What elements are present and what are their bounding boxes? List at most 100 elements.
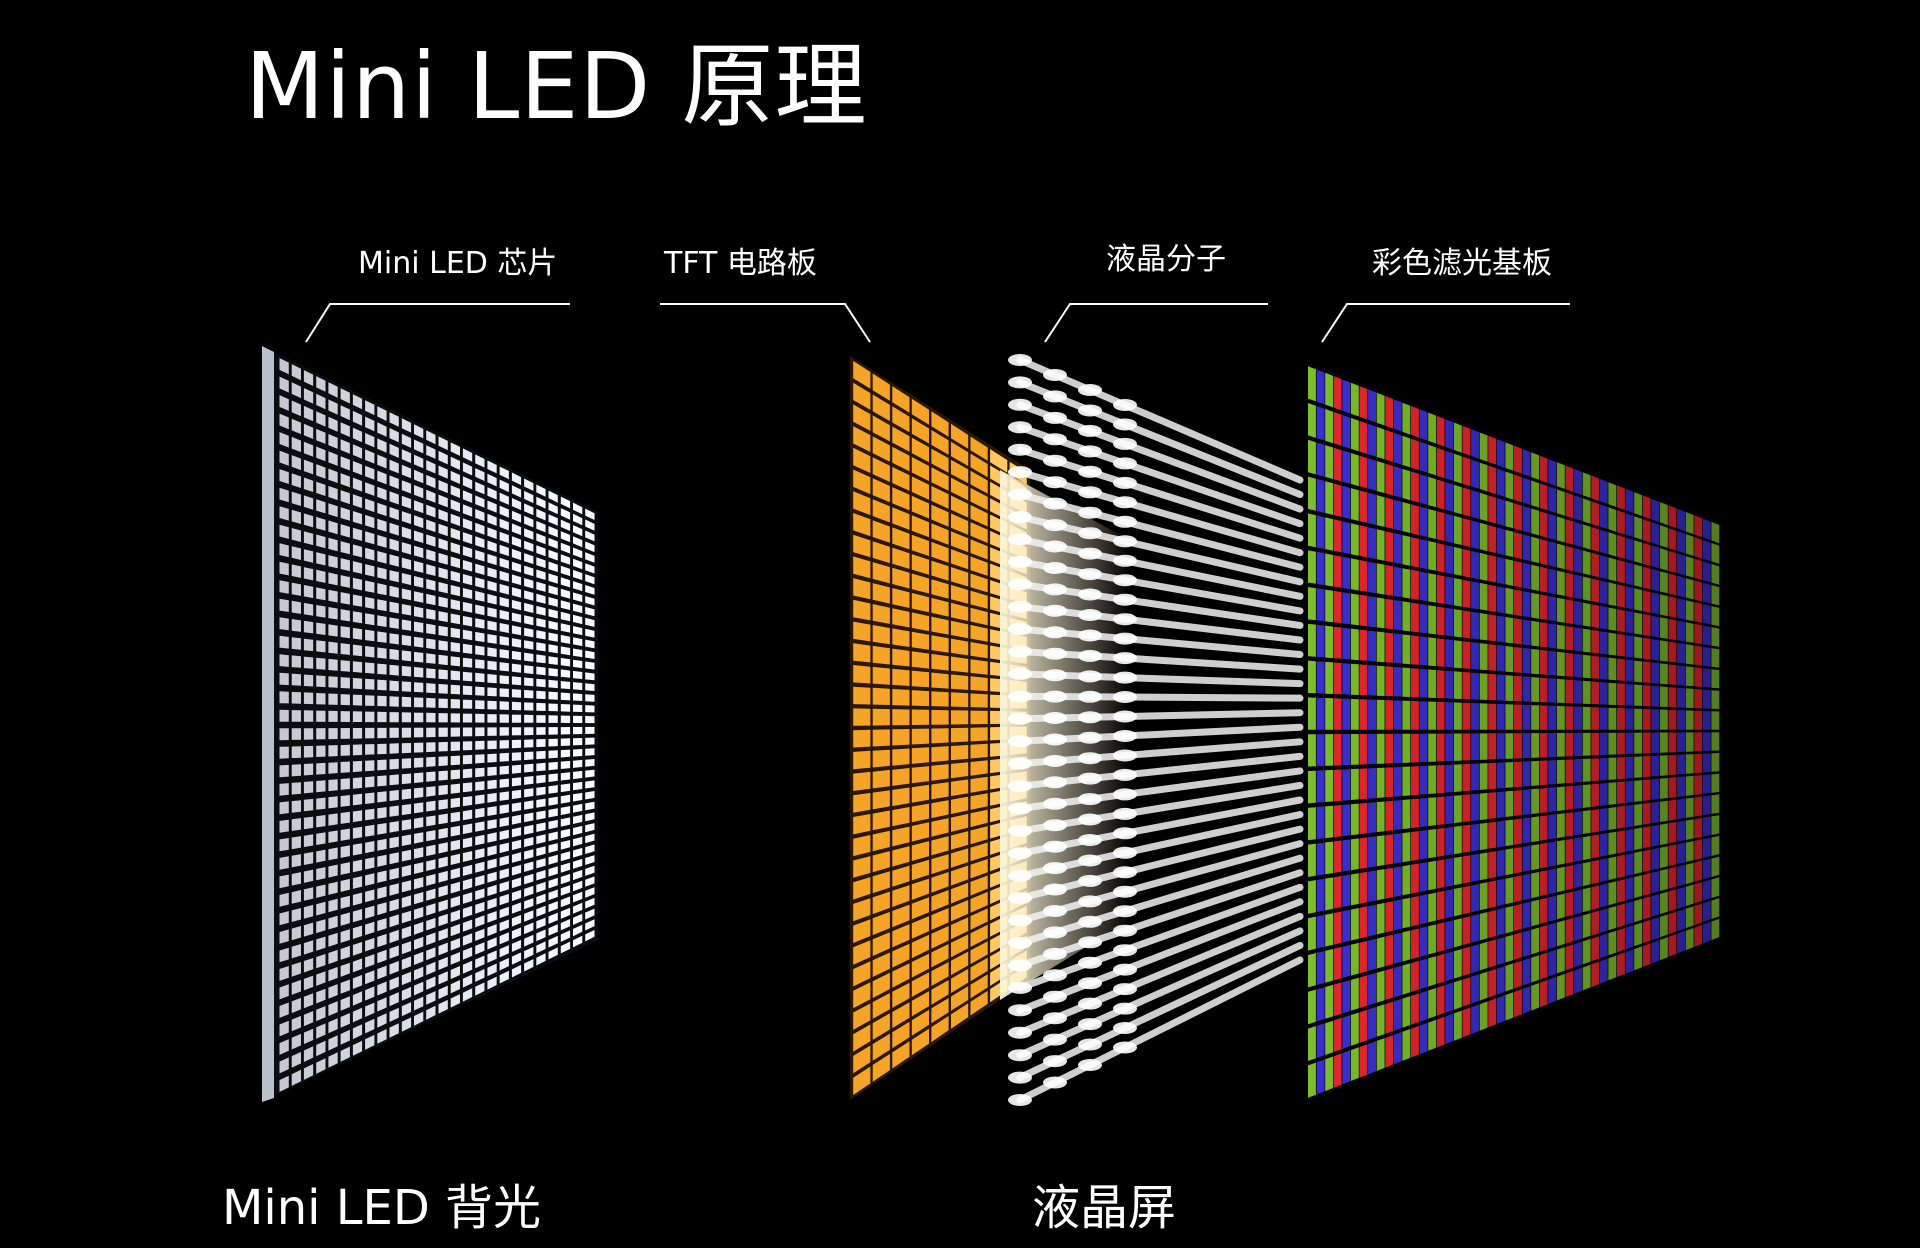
color-filter-cell: [1385, 867, 1394, 899]
color-filter-cell: [1694, 882, 1703, 904]
color-filter-cell: [1350, 453, 1359, 487]
color-filter-cell: [1531, 564, 1540, 591]
liquid-crystal-molecule: [1113, 399, 1137, 411]
tft-cell: [853, 556, 871, 579]
liquid-crystal-molecule: [1113, 632, 1137, 645]
color-filter-cell: [1617, 757, 1625, 780]
color-filter-cell: [1565, 652, 1574, 677]
liquid-crystal-molecule: [1043, 862, 1067, 875]
mini-led-chip: [426, 504, 436, 518]
liquid-crystal-molecule: [1113, 671, 1137, 684]
tft-cell: [951, 813, 969, 832]
mini-led-chip: [536, 545, 546, 557]
mini-led-chip: [499, 868, 509, 880]
color-filter-cell: [1617, 510, 1625, 535]
color-filter-cell: [1428, 637, 1437, 667]
mini-led-chip: [303, 869, 314, 883]
mini-led-chip: [450, 994, 460, 1008]
mini-led-chip: [340, 828, 350, 841]
color-filter-cell: [1591, 681, 1600, 705]
color-filter-cell: [1496, 703, 1505, 730]
color-filter-cell: [1419, 506, 1428, 537]
liquid-crystal-molecule: [1008, 398, 1032, 411]
tft-cell: [931, 541, 949, 563]
color-filter-cell: [1539, 677, 1548, 703]
mini-led-chip: [365, 678, 375, 690]
mini-led-chip: [303, 975, 314, 991]
color-filter-cell: [1376, 665, 1385, 696]
mini-led-chip: [524, 776, 534, 785]
color-filter-cell: [1556, 759, 1565, 784]
tft-cell: [872, 708, 890, 726]
color-filter-cell: [1539, 455, 1548, 483]
mini-led-chip: [524, 503, 534, 516]
liquid-crystal-molecule: [1113, 710, 1137, 723]
color-filter-cell: [1316, 697, 1325, 730]
tft-cell: [892, 1002, 910, 1029]
liquid-crystal-rod: [1016, 603, 1304, 644]
mini-led-chip: [487, 553, 497, 566]
color-filter-cell: [1333, 447, 1342, 482]
mini-led-chip: [328, 468, 338, 483]
mini-led-chip: [377, 470, 387, 485]
liquid-crystal-molecule: [1008, 1004, 1032, 1017]
color-filter-cell: [1393, 633, 1402, 664]
mini-led-chip: [303, 1064, 314, 1080]
mini-led-chip: [487, 540, 497, 553]
tft-cell: [892, 807, 910, 827]
mini-led-chip: [414, 772, 424, 783]
mini-led-chip: [585, 585, 595, 595]
liquid-crystal-rod: [1016, 956, 1304, 1104]
mini-led-chip: [560, 704, 571, 712]
tft-cell: [853, 1045, 871, 1074]
tft-cell: [951, 567, 969, 587]
mini-led-chip: [462, 476, 473, 490]
color-filter-cell: [1539, 649, 1548, 675]
color-filter-cell: [1591, 936, 1600, 962]
mini-led-chip: [389, 680, 399, 692]
mini-led-chip: [511, 472, 522, 486]
mini-led-chip: [560, 681, 571, 690]
mini-led-chip: [548, 808, 558, 818]
liquid-crystal-molecule: [1113, 613, 1137, 626]
tft-cell: [872, 911, 890, 936]
mini-led-chip: [450, 952, 460, 965]
color-filter-cell: [1419, 926, 1428, 957]
color-filter-cell: [1488, 910, 1497, 939]
tft-cell: [892, 904, 910, 928]
leader-line-liquid-crystal: [1044, 303, 1268, 343]
color-filter-cell: [1617, 952, 1625, 977]
color-filter-cell: [1350, 523, 1359, 556]
color-filter-cell: [1325, 589, 1334, 623]
color-filter-cell: [1453, 453, 1462, 484]
color-filter-cell: [1325, 625, 1334, 659]
color-filter-cell: [1428, 924, 1437, 955]
mini-led-chip: [462, 713, 473, 723]
color-filter-cell: [1342, 980, 1351, 1014]
color-filter-cell: [1479, 822, 1488, 851]
mini-led-chip: [328, 624, 338, 637]
mini-led-chip: [414, 424, 424, 439]
mini-led-chip: [328, 1035, 338, 1051]
mini-led-chip: [365, 1002, 375, 1017]
mini-led-chip: [426, 683, 436, 694]
color-filter-cell: [1471, 642, 1479, 670]
mini-led-chip: [414, 862, 424, 874]
color-filter-cell: [1471, 853, 1479, 882]
mini-led-chip: [352, 843, 363, 856]
color-filter-cell: [1393, 833, 1402, 864]
mini-led-chip: [291, 1069, 301, 1086]
color-filter-cell: [1496, 762, 1505, 789]
color-filter-cell: [1642, 542, 1651, 566]
color-filter-cell: [1531, 592, 1540, 619]
tft-cell: [892, 924, 910, 948]
mini-led-chip: [511, 523, 522, 536]
liquid-crystal-molecule: [1113, 749, 1137, 762]
tft-cell: [970, 908, 988, 930]
mini-led-chip: [316, 1006, 326, 1022]
mini-led-chip: [585, 823, 595, 833]
mini-led-chip: [511, 498, 522, 511]
mini-led-chip: [303, 798, 314, 812]
liquid-crystal-molecule: [1043, 540, 1067, 553]
color-filter-cell: [1711, 543, 1720, 564]
